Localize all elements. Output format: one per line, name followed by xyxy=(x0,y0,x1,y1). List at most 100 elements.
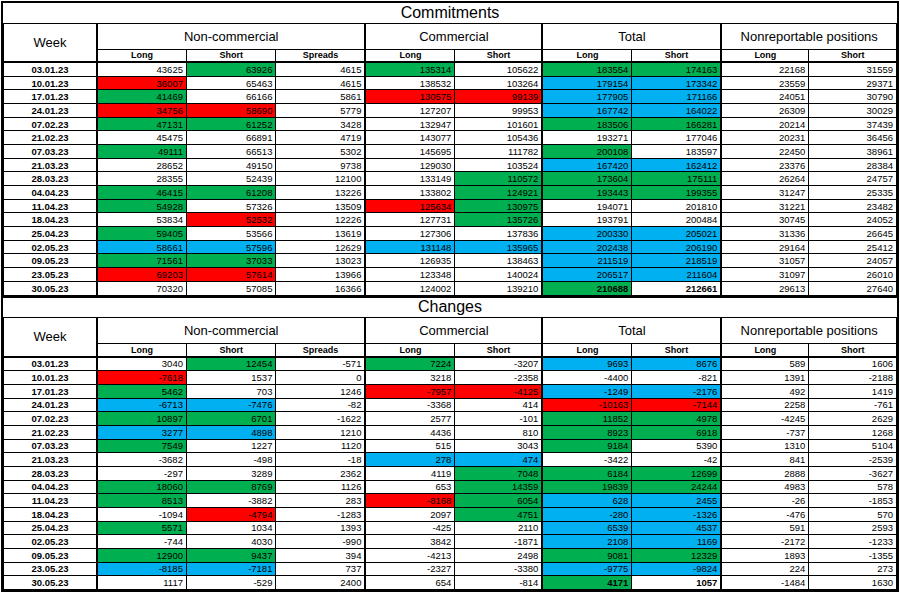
value-cell: 4119 xyxy=(365,466,454,480)
value-cell: -9824 xyxy=(632,562,721,576)
value-cell: 16366 xyxy=(276,281,365,295)
col-header-non-commercial-short: Short xyxy=(186,344,275,357)
week-cell: 21.03.23 xyxy=(4,158,97,172)
value-cell: 69203 xyxy=(97,268,186,282)
table-row: 24.01.23-6713-7476-82-3368414-10163-7144… xyxy=(4,398,897,412)
group-header-total: Total xyxy=(542,23,721,49)
value-cell: -3368 xyxy=(365,398,454,412)
value-cell: 474 xyxy=(455,453,543,467)
value-cell: 394 xyxy=(276,548,365,562)
value-cell: -1283 xyxy=(276,507,365,521)
table-row: 07.02.23108976701-16222577-101118524978-… xyxy=(4,412,897,426)
value-cell: 212661 xyxy=(632,281,721,295)
value-cell: 166281 xyxy=(632,117,721,131)
value-cell: -1484 xyxy=(721,576,809,590)
value-cell: 1117 xyxy=(97,576,186,590)
table-row: 11.04.238513-3882283-816860546282455-26-… xyxy=(4,494,897,508)
group-header-commercial: Commercial xyxy=(365,23,542,49)
value-cell: 24244 xyxy=(632,480,721,494)
value-cell: 9184 xyxy=(542,439,631,453)
table-row: 17.01.2354627031246-7957-4125-1249-21764… xyxy=(4,384,897,398)
value-cell: 22450 xyxy=(721,145,809,159)
value-cell: 41469 xyxy=(97,90,186,104)
table-row: 18.04.23-1094-4794-128320974751-280-1326… xyxy=(4,507,897,521)
value-cell: 37439 xyxy=(809,117,897,131)
week-cell: 28.03.23 xyxy=(4,466,97,480)
value-cell: -425 xyxy=(365,521,454,535)
value-cell: 570 xyxy=(809,507,897,521)
table-row: 17.01.2341469661665861130575991391779051… xyxy=(4,90,897,104)
value-cell: 703 xyxy=(186,384,275,398)
value-cell: 29613 xyxy=(721,281,809,295)
value-cell: 3428 xyxy=(276,117,365,131)
value-cell: 53566 xyxy=(186,227,275,241)
value-cell: -529 xyxy=(186,576,275,590)
value-cell: -4245 xyxy=(721,412,809,426)
value-cell: 1227 xyxy=(186,439,275,453)
week-cell: 10.01.23 xyxy=(4,76,97,90)
value-cell: 101601 xyxy=(455,117,543,131)
week-cell: 07.02.23 xyxy=(4,117,97,131)
value-cell: 1246 xyxy=(276,384,365,398)
value-cell: 38961 xyxy=(809,145,897,159)
value-cell: -3207 xyxy=(455,357,543,371)
value-cell: 0 xyxy=(276,371,365,385)
value-cell: 123348 xyxy=(365,268,454,282)
value-cell: 4983 xyxy=(721,480,809,494)
table-row: 18.04.2353834525321222612773113572619379… xyxy=(4,213,897,227)
value-cell: 132947 xyxy=(365,117,454,131)
value-cell: 8923 xyxy=(542,425,631,439)
table-row: 03.01.2343625639264615135314105622183554… xyxy=(4,62,897,76)
value-cell: -3422 xyxy=(542,453,631,467)
group-header-non-commercial: Non-commercial xyxy=(97,318,365,344)
value-cell: 589 xyxy=(721,357,809,371)
value-cell: 71561 xyxy=(97,254,186,268)
value-cell: 125634 xyxy=(365,199,454,213)
value-cell: 200330 xyxy=(542,227,631,241)
value-cell: -761 xyxy=(809,398,897,412)
value-cell: 4751 xyxy=(455,507,543,521)
value-cell: 6918 xyxy=(632,425,721,439)
value-cell: 193443 xyxy=(542,186,631,200)
group-header-total: Total xyxy=(542,318,721,344)
table-row: 09.05.23129009437394-4213249890811232918… xyxy=(4,548,897,562)
value-cell: 11852 xyxy=(542,412,631,426)
value-cell: 9738 xyxy=(276,158,365,172)
col-header-nonreportable-positions-short: Short xyxy=(809,49,897,62)
value-cell: 36456 xyxy=(809,131,897,145)
value-cell: 1893 xyxy=(721,548,809,562)
value-cell: 183554 xyxy=(542,62,631,76)
value-cell: 135314 xyxy=(365,62,454,76)
value-cell: 110572 xyxy=(455,172,543,186)
value-cell: 5779 xyxy=(276,104,365,118)
value-cell: -3682 xyxy=(97,453,186,467)
week-column-header: Week xyxy=(4,318,97,357)
col-header-non-commercial-long: Long xyxy=(97,344,186,357)
col-header-total-long: Long xyxy=(542,344,631,357)
cot-report-frame: CommitmentsWeekNon-commercialCommercialT… xyxy=(1,1,899,592)
value-cell: 26309 xyxy=(721,104,809,118)
week-cell: 28.03.23 xyxy=(4,172,97,186)
value-cell: 414 xyxy=(455,398,543,412)
value-cell: -2176 xyxy=(632,384,721,398)
value-cell: 23482 xyxy=(809,199,897,213)
value-cell: 211519 xyxy=(542,254,631,268)
value-cell: 140024 xyxy=(455,268,543,282)
value-cell: 137836 xyxy=(455,227,543,241)
value-cell: 206517 xyxy=(542,268,631,282)
value-cell: 47131 xyxy=(97,117,186,131)
value-cell: 124921 xyxy=(455,186,543,200)
table-row: 21.03.2328652491509738129030103524167420… xyxy=(4,158,897,172)
value-cell: 1419 xyxy=(809,384,897,398)
value-cell: 202438 xyxy=(542,240,631,254)
value-cell: 26264 xyxy=(721,172,809,186)
value-cell: -8185 xyxy=(97,562,186,576)
value-cell: 1310 xyxy=(721,439,809,453)
value-cell: 1537 xyxy=(186,371,275,385)
value-cell: 1126 xyxy=(276,480,365,494)
value-cell: -7618 xyxy=(97,371,186,385)
table-row: 23.05.23-8185-7181737-2327-3380-9775-982… xyxy=(4,562,897,576)
value-cell: -101 xyxy=(455,412,543,426)
value-cell: 578 xyxy=(809,480,897,494)
value-cell: 9437 xyxy=(186,548,275,562)
